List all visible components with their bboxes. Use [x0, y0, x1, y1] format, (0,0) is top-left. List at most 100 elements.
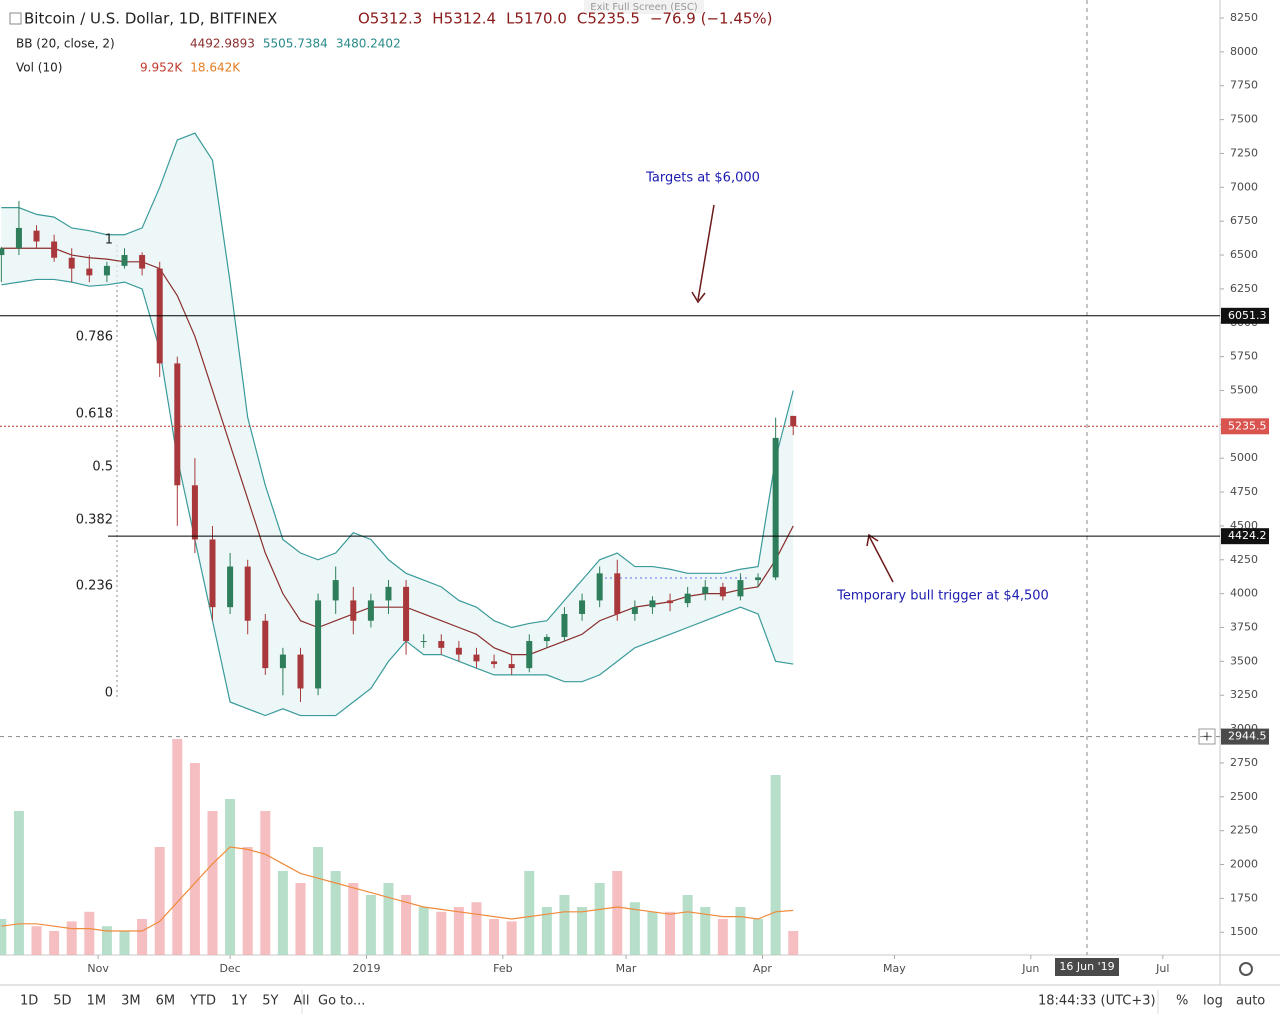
candle-body	[174, 363, 181, 486]
bb-value: 5505.7384	[263, 37, 328, 51]
volume-bar	[524, 871, 535, 955]
y-tick-label: 1500	[1230, 925, 1258, 938]
volume-bar	[137, 919, 148, 955]
range-button[interactable]: 6M	[156, 994, 176, 1009]
y-tick-label: 7500	[1230, 113, 1258, 126]
candle-body	[227, 566, 234, 608]
volume-bar	[453, 907, 464, 955]
candle-body	[438, 641, 445, 648]
candle-body	[209, 539, 216, 608]
bb-label: BB (20, close, 2)	[16, 37, 115, 51]
range-button[interactable]: 3M	[121, 994, 141, 1009]
volume-bar	[49, 931, 60, 955]
clock: 18:44:33 (UTC+3)	[1038, 994, 1156, 1009]
last-price-label: 5235.5	[1228, 419, 1267, 432]
vol-value: 9.952K	[140, 61, 183, 75]
level-box	[1221, 307, 1269, 324]
candle-body	[350, 600, 357, 621]
volume-bar	[101, 926, 112, 955]
x-tick-label: Dec	[219, 962, 240, 975]
volume-bar	[277, 871, 288, 955]
volume-bar	[682, 895, 693, 955]
volume-bar	[506, 921, 517, 955]
volume-bar	[647, 911, 658, 955]
bb-value: 3480.2402	[336, 37, 401, 51]
fib-label: 0.236	[76, 579, 113, 594]
volume-bar	[189, 763, 200, 955]
y-tick-label: 4250	[1230, 553, 1258, 566]
candle-body	[684, 593, 691, 604]
add-button[interactable]	[1198, 728, 1216, 745]
volume-bar	[13, 811, 24, 955]
volume-bar	[700, 907, 711, 955]
collapse-icon[interactable]	[9, 12, 22, 25]
volume-bar	[471, 902, 482, 955]
fib-label: 1	[105, 233, 113, 248]
arrow	[868, 535, 894, 583]
candle-body	[103, 265, 110, 276]
bb-lower-line	[1, 278, 794, 717]
volume-bar	[612, 871, 623, 955]
volume-bar	[383, 883, 394, 955]
fib-label: 0.5	[92, 460, 113, 475]
candle-body	[279, 654, 286, 669]
y-tick-label: 7000	[1230, 180, 1258, 193]
candle-body	[614, 573, 621, 614]
goto-button[interactable]: Go to...	[318, 994, 365, 1009]
range-button[interactable]: 1M	[87, 994, 107, 1009]
y-tick-label: 2250	[1230, 824, 1258, 837]
candle-body	[702, 586, 709, 594]
volume-bar	[436, 911, 447, 955]
x-tick-label: Mar	[616, 962, 637, 975]
volume-bar	[84, 911, 95, 955]
range-button[interactable]: 5Y	[262, 994, 278, 1009]
y-tick-label: 2750	[1230, 756, 1258, 769]
candle-body	[526, 641, 533, 669]
scale-option[interactable]: log	[1203, 994, 1223, 1009]
candle-body	[0, 248, 5, 256]
y-tick-label: 3250	[1230, 688, 1258, 701]
range-button[interactable]: All	[293, 994, 309, 1009]
y-tick-label: 1750	[1230, 891, 1258, 904]
crosshair-date-box	[1055, 958, 1119, 976]
exit-label[interactable]: Exit Full Screen (ESC)	[590, 2, 698, 13]
y-tick-label: 6750	[1230, 214, 1258, 227]
scale-option[interactable]: auto	[1236, 994, 1265, 1009]
volume-bar	[242, 847, 253, 955]
range-button[interactable]: 5D	[53, 994, 71, 1009]
y-tick-label: 8000	[1230, 45, 1258, 58]
volume-bar	[207, 811, 218, 955]
candle-body	[332, 580, 339, 601]
y-tick-label: 6250	[1230, 282, 1258, 295]
add-icon[interactable]: +	[1202, 730, 1213, 745]
x-tick-label: Nov	[87, 962, 109, 975]
x-tick-label: Feb	[493, 962, 512, 975]
range-button[interactable]: 1Y	[231, 994, 247, 1009]
candle-body	[420, 641, 427, 643]
y-tick-label: 5750	[1230, 350, 1258, 363]
range-button[interactable]: 1D	[20, 994, 38, 1009]
range-button[interactable]: YTD	[189, 994, 216, 1009]
settings-icon[interactable]	[1239, 962, 1253, 976]
candle-body	[191, 485, 198, 540]
candle-body	[455, 647, 462, 655]
candle-body	[649, 600, 656, 608]
y-tick-label: 2000	[1230, 858, 1258, 871]
level-box	[1221, 528, 1269, 545]
volume-bar	[770, 775, 781, 955]
y-tick-label: 4000	[1230, 587, 1258, 600]
candle-body	[121, 255, 128, 266]
ohlc-value: −76.9 (−1.45%)	[650, 10, 773, 28]
candle-body	[68, 257, 75, 269]
exit-banner[interactable]	[584, 0, 704, 14]
candle-body	[315, 600, 322, 689]
volume-bar	[559, 895, 570, 955]
fib-label: 0.786	[76, 330, 113, 345]
scale-option[interactable]: %	[1176, 994, 1188, 1009]
level-label: 6051.3	[1228, 309, 1267, 322]
y-tick-label: 7250	[1230, 146, 1258, 159]
volume-bar	[418, 907, 429, 955]
arrow-head	[691, 291, 706, 304]
candle-body	[385, 586, 392, 601]
x-tick-label: 2019	[352, 962, 380, 975]
